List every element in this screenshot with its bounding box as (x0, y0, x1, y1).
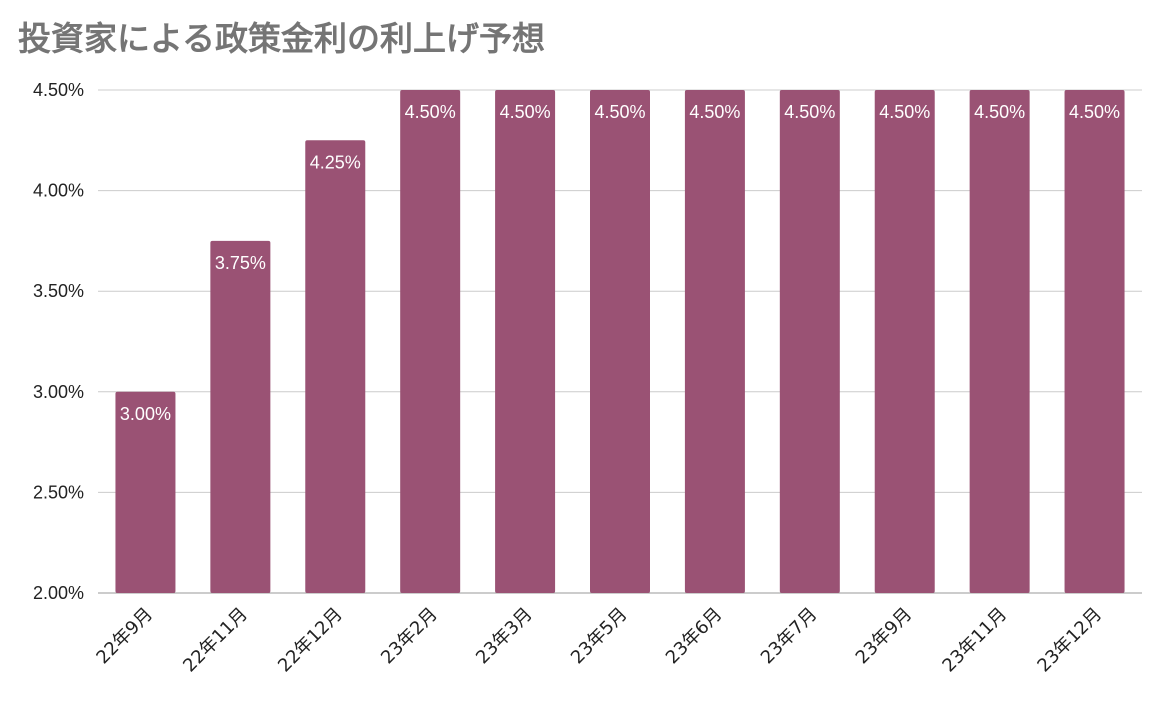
x-tick-label: 22年11月 (179, 604, 252, 677)
chart-title: 投資家による政策金利の利上げ予想 (18, 19, 546, 58)
bar (115, 391, 176, 593)
data-label: 4.50% (405, 102, 456, 122)
x-tick-label: 23年6月 (662, 604, 727, 669)
x-tick-label: 22年9月 (92, 604, 157, 669)
bar (684, 90, 745, 593)
data-label: 4.50% (879, 102, 930, 122)
bar (400, 90, 461, 593)
y-tick-label: 2.00% (33, 583, 84, 603)
bar (874, 90, 935, 593)
bar (969, 90, 1030, 593)
bar (590, 90, 650, 593)
bar (210, 240, 271, 593)
x-tick-label: 23年9月 (852, 604, 917, 669)
x-tick-label: 23年11月 (938, 604, 1011, 677)
data-label: 4.50% (500, 102, 551, 122)
x-tick-label: 23年3月 (472, 604, 537, 669)
data-label: 4.50% (974, 102, 1025, 122)
bar (1064, 90, 1125, 593)
data-label: 3.00% (120, 404, 171, 424)
x-axis-ticks: 22年9月 22年11月 22年12月 23年2月 23年3月 23年5月 23年6月 23年… (92, 604, 1106, 677)
bar (779, 90, 840, 593)
data-label: 4.50% (784, 102, 835, 122)
y-tick-label: 4.50% (33, 80, 84, 100)
bar (495, 90, 556, 593)
data-label: 3.75% (215, 253, 266, 273)
y-tick-label: 3.50% (33, 281, 84, 301)
x-tick-label: 23年2月 (377, 604, 442, 669)
x-tick-label: 23年12月 (1033, 604, 1106, 677)
y-tick-label: 4.00% (33, 181, 84, 201)
data-label: 4.50% (689, 102, 740, 122)
x-tick-label: 23年7月 (757, 604, 822, 669)
data-label: 4.25% (310, 152, 361, 172)
y-axis-ticks: 2.00% 2.50% 3.00% 3.50% 4.00% 4.50% (33, 80, 84, 603)
x-tick-label: 22年12月 (274, 604, 347, 677)
bar (305, 140, 366, 594)
y-tick-label: 2.50% (33, 482, 84, 502)
bars (115, 90, 1125, 594)
y-tick-label: 3.00% (33, 382, 84, 402)
x-tick-label: 23年5月 (567, 604, 632, 669)
data-label: 4.50% (594, 102, 645, 122)
data-label: 4.50% (1069, 102, 1120, 122)
data-labels: 3.00% 3.75% 4.25% 4.50% 4.50% 4.50% 4.50% 4.50%… (118, 100, 1122, 426)
